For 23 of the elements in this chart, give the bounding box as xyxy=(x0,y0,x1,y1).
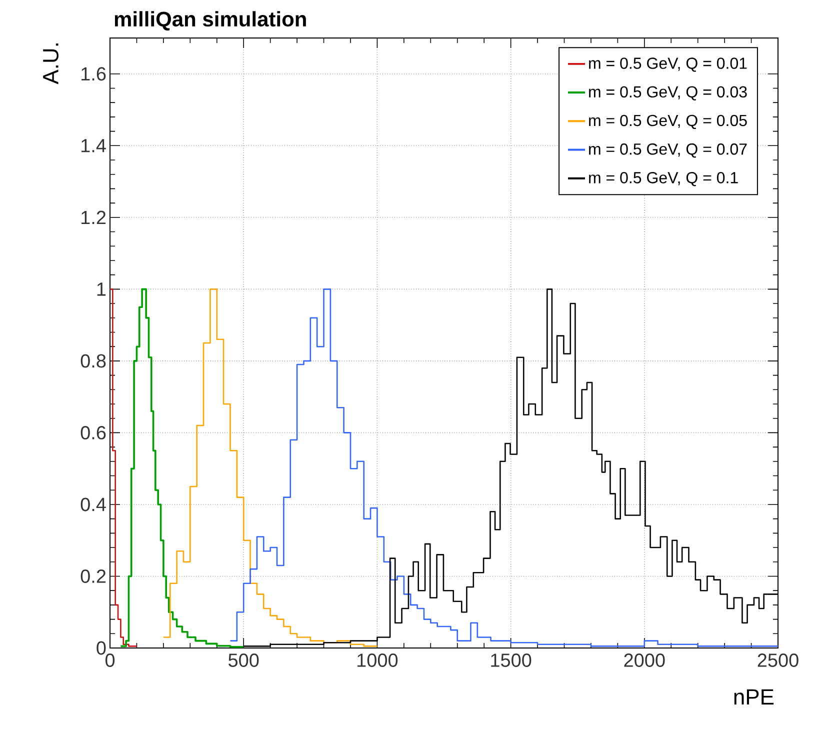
x-tick-label: 0 xyxy=(105,654,115,667)
x-tick-label: 2000 xyxy=(624,654,665,667)
y-tick-label: 0.6 xyxy=(80,426,106,440)
y-tick-label: 0.8 xyxy=(80,354,106,368)
y-tick-label: 0.2 xyxy=(80,570,106,583)
y-tick-label: 1.6 xyxy=(82,67,106,81)
y-tick-label: 0 xyxy=(96,641,106,655)
x-tick-label: 1500 xyxy=(491,654,532,667)
y-tick-label: 1.4 xyxy=(82,139,106,152)
legend-label: m = 0.5 GeV, Q = 0.05 xyxy=(589,114,747,130)
legend-label: m = 0.5 GeV, Q = 0.1 xyxy=(589,172,738,186)
y-axis-title: A.U. xyxy=(43,44,58,84)
y-tick-label: 1 xyxy=(97,282,106,296)
chart-title: milliQan simulation xyxy=(114,11,306,30)
legend-label: m = 0.5 GeV, Q = 0.07 xyxy=(589,143,747,158)
y-tick-label: 0.4 xyxy=(80,498,106,512)
x-tick-label: 2500 xyxy=(758,654,798,667)
legend-label: m = 0.5 GeV, Q = 0.01 xyxy=(589,58,747,72)
legend-label: m = 0.5 GeV, Q = 0.03 xyxy=(589,86,747,100)
x-tick-label: 500 xyxy=(228,654,259,667)
x-tick-label: 1000 xyxy=(358,654,398,667)
x-axis-title: nPE xyxy=(734,689,774,705)
y-tick-label: 1.2 xyxy=(82,210,106,224)
